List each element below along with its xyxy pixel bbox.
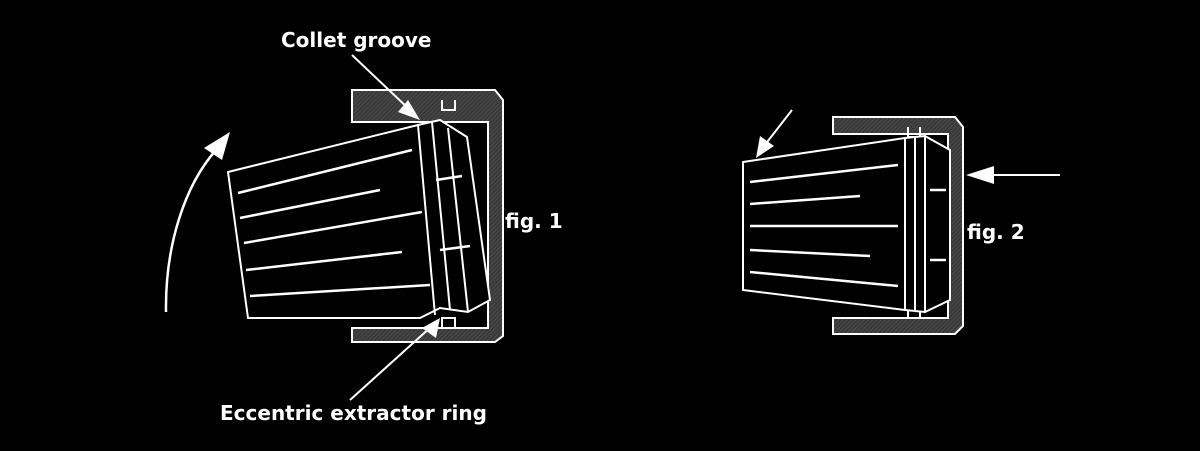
fig1-collet-collar-2	[431, 121, 451, 311]
fig1-collet-collar-3	[447, 127, 469, 313]
fig2-nut	[832, 116, 964, 335]
fig1-nut-groove-top	[441, 100, 456, 111]
fig1-assembly	[164, 54, 504, 401]
fig2-insert-arrow-line	[763, 109, 793, 147]
fig1-collet	[226, 118, 492, 319]
eccentric-ring-arrowhead	[422, 318, 440, 338]
fig2-slot-5	[749, 248, 871, 258]
eccentric-ring-leader	[349, 325, 433, 401]
fig1-slot-2	[243, 210, 423, 245]
rotation-arrowhead	[204, 132, 230, 160]
fig2-slot-3	[749, 270, 899, 288]
fig2-slot-1	[749, 163, 899, 184]
fig2-insert-arrowhead	[756, 136, 774, 158]
fig2-collet-body	[742, 134, 951, 314]
fig1-slot-4	[239, 188, 381, 220]
fig1-slot-5	[245, 250, 403, 272]
fig2-push-arrowhead	[966, 166, 994, 184]
fig1-collet-body	[226, 118, 492, 319]
fig1-label: fig. 1	[505, 209, 563, 233]
fig2-slot-4	[749, 194, 861, 206]
eccentric-ring-label: Eccentric extractor ring	[220, 401, 487, 425]
fig2-collet	[742, 134, 951, 314]
fig1-slot-7	[439, 244, 471, 252]
collet-groove-label: Collet groove	[281, 28, 432, 52]
collet-groove-arrowhead	[398, 100, 420, 120]
fig2-assembly	[742, 109, 1060, 335]
fig1-nut-groove-bottom	[441, 317, 456, 328]
collet-groove-leader	[351, 54, 413, 113]
fig1-slot-1	[237, 148, 413, 195]
fig1-slot-6	[435, 174, 463, 182]
fig1-collet-collar-1	[417, 124, 436, 316]
rotation-arrow	[164, 149, 217, 313]
fig1-slot-3	[249, 283, 431, 298]
fig2-label: fig. 2	[967, 220, 1025, 244]
